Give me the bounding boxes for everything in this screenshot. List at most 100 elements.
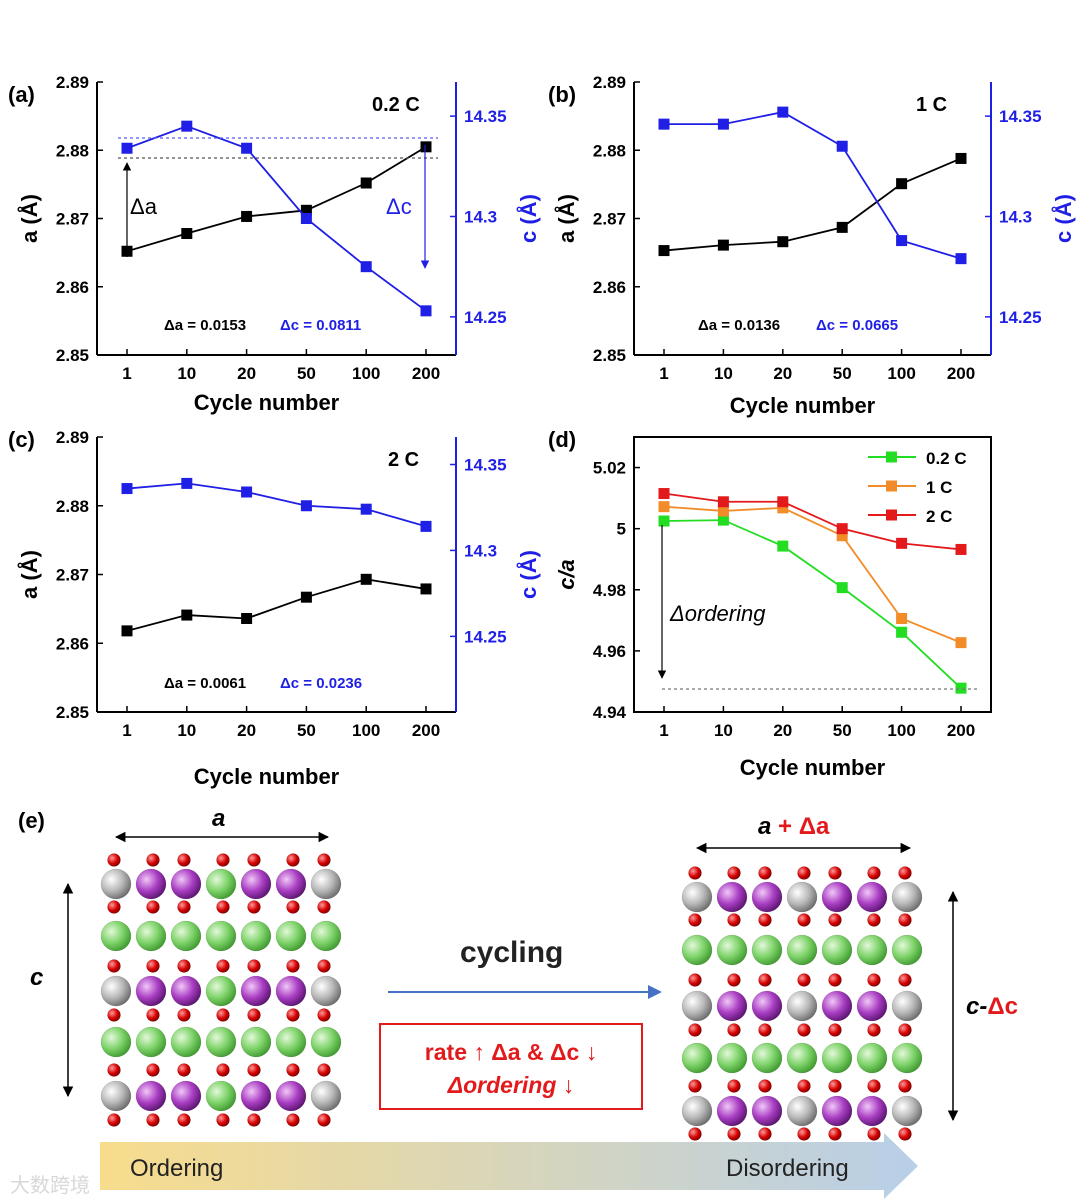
oxygen-atom [828, 866, 842, 880]
lithium-atom [135, 920, 167, 952]
oxygen-atom [898, 973, 912, 987]
panel-c-y-label: a (Å) [16, 550, 42, 599]
panel-a-x-tick-label: 200 [412, 364, 440, 383]
oxygen-atom [867, 973, 881, 987]
transition-metal-atom [170, 975, 202, 1007]
oxygen-atom [797, 913, 811, 927]
transition-metal-atom [275, 975, 307, 1007]
panel-c-series-a-point [181, 609, 193, 621]
transition-metal-atom [856, 990, 888, 1022]
panel-d-series-point [717, 505, 729, 517]
panel-c-series-a-point [121, 625, 133, 637]
transition-metal-atom [275, 868, 307, 900]
lithium-atom [170, 920, 202, 952]
panel-b-y2-tick-label: 14.3 [999, 207, 1032, 226]
panel-d-marks [658, 488, 967, 694]
lithium-atom [310, 1026, 342, 1058]
watermark: 大数跨境 [10, 1174, 90, 1197]
panel-c-x-tick-label: 50 [297, 721, 316, 740]
panel-b-x-tick-label: 200 [947, 364, 975, 383]
oxygen-atom [867, 866, 881, 880]
panel-c-title: 2 C [388, 449, 419, 471]
summary-line-1: rate ↑ Δa & Δc ↓ [425, 1039, 597, 1065]
panel-d-series-point [836, 523, 848, 535]
oxygen-atom [727, 973, 741, 987]
panel-a-y2-tick-label: 14.3 [464, 207, 497, 226]
panel-d-series-point [896, 537, 908, 549]
panel-c-x-tick-label: 100 [352, 721, 380, 740]
lithium-atom [681, 934, 713, 966]
panel-a-y-tick-label: 2.85 [56, 346, 89, 365]
lithium-atom [240, 920, 272, 952]
oxygen-atom [688, 866, 702, 880]
panel-b-series-a-point [836, 221, 848, 233]
panel-a-x-tick-label: 10 [177, 364, 196, 383]
panel-b-x-label: Cycle number [730, 393, 876, 418]
oxygen-atom [107, 1063, 121, 1077]
panel-c-y-tick-label: 2.88 [56, 497, 89, 516]
lithium-atom [716, 934, 748, 966]
oxygen-atom [867, 1127, 881, 1141]
panel-a-series-c-point [121, 142, 133, 154]
panel-d-series-point [658, 488, 670, 500]
transition-metal-atom [716, 1095, 748, 1127]
oxygen-atom [317, 900, 331, 914]
panel-d-series-point [658, 515, 670, 527]
oxygen-atom [317, 959, 331, 973]
oxygen-atom [146, 1008, 160, 1022]
oxygen-atom [758, 866, 772, 880]
mixed-site-atom [100, 868, 132, 900]
oxygen-atom [177, 900, 191, 914]
panel-a-y2-tick-label: 14.35 [464, 107, 507, 126]
panel-b-series-a-point [955, 152, 967, 164]
lithium-atom [240, 1026, 272, 1058]
transition-metal-atom [275, 1080, 307, 1112]
oxygen-atom [216, 900, 230, 914]
lattice-c-delta-label: c-Δc [966, 993, 1018, 1020]
ordering-disordering-arrow [100, 1133, 918, 1199]
oxygen-atom [146, 1063, 160, 1077]
panel-c-y2-tick-label: 14.35 [464, 456, 507, 475]
lithium-atom [751, 1042, 783, 1074]
panel-c-series-a-point [420, 583, 432, 595]
panel-d-axes: 4.94 4.96 4.98 5 5.02 1 10 20 50 100 200 Cycle numb… [554, 436, 992, 780]
panel-d-y-tick-label: 5.02 [593, 459, 626, 478]
panel-b-y-tick-label: 2.89 [593, 73, 626, 92]
oxygen-atom [317, 1063, 331, 1077]
panel-a-x-tick-label: 50 [297, 364, 316, 383]
panel-b-y2-tick-label: 14.25 [999, 308, 1042, 327]
panel-c-series-c-point [181, 477, 193, 489]
oxygen-atom [146, 1113, 160, 1127]
oxygen-atom [286, 959, 300, 973]
panel-b-series-c-line [664, 111, 962, 260]
oxygen-atom [797, 973, 811, 987]
oxygen-atom [177, 853, 191, 867]
oxygen-atom [177, 959, 191, 973]
panel-b-y2-label: c (Å) [1050, 194, 1076, 243]
panel-a-x-tick-label: 100 [352, 364, 380, 383]
oxygen-atom [286, 853, 300, 867]
panel-c-y-tick-label: 2.87 [56, 566, 89, 585]
oxygen-atom [797, 866, 811, 880]
panel-b-y2-tick-label: 14.35 [999, 107, 1042, 126]
panel-e-label: (e) [18, 808, 45, 833]
panel-e-schematic: (e) a c a + Δa c-Δc cycling rate ↑ Δa & … [10, 805, 1018, 1199]
panel-d-series-line [663, 519, 962, 689]
panel-d-x-tick-label: 100 [887, 721, 915, 740]
lithium-atom [100, 1026, 132, 1058]
lattice-a-delta-label: a + Δa [758, 813, 830, 840]
panel-d: (d) 4.94 4.96 4.98 5 5.02 1 10 20 50 100 200 Cycle … [548, 427, 992, 780]
panel-c-series-c-point [360, 503, 372, 515]
panel-c-series-c-point [121, 483, 133, 495]
oxygen-atom [898, 913, 912, 927]
panel-d-y-tick-label: 4.96 [593, 642, 626, 661]
oxygen-atom [797, 1127, 811, 1141]
panel-b-label: (b) [548, 82, 576, 107]
panel-c-series-c-point [420, 520, 432, 532]
panel-a-x-tick-label: 20 [237, 364, 256, 383]
oxygen-atom [758, 1127, 772, 1141]
panel-a-label: (a) [8, 82, 35, 107]
legend-label: 1 C [926, 478, 952, 497]
panel-a-series-c-point [420, 305, 432, 317]
